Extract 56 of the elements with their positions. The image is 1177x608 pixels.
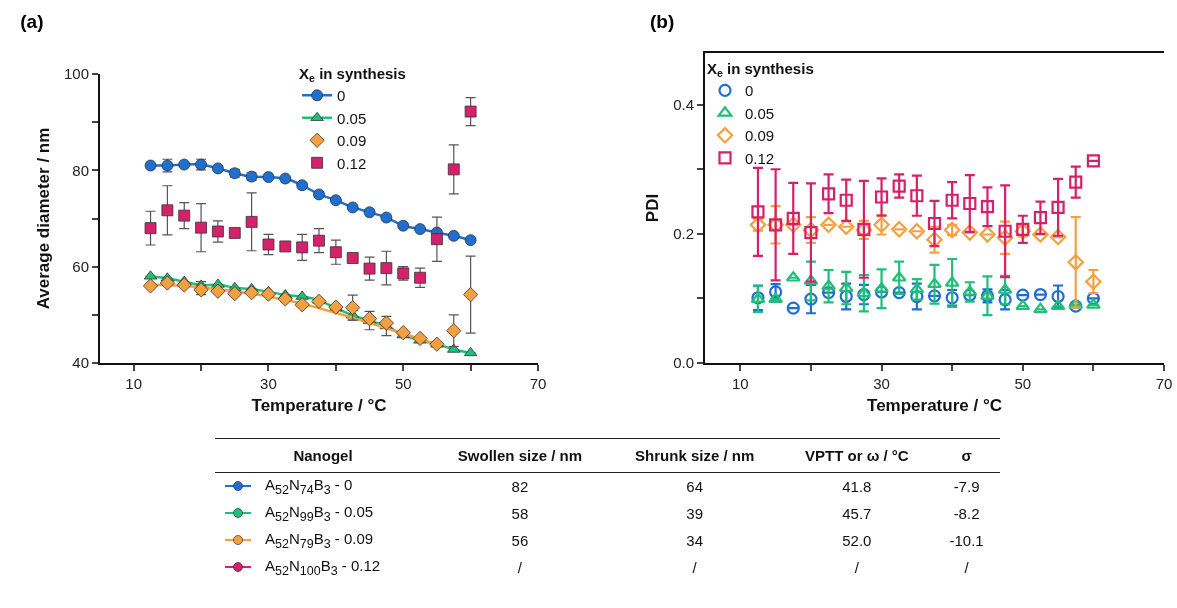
x-tick-label: 30 (873, 375, 890, 392)
y-tick-label: 0.0 (673, 354, 694, 372)
x-tick-label: 10 (125, 375, 143, 392)
y-tick-label: 60 (72, 257, 89, 275)
legend-label: 0.05 (337, 109, 367, 127)
text: σ (933, 438, 1000, 473)
text: Nanogel (215, 438, 431, 473)
text: Shrunk size / nm (608, 438, 781, 473)
data-label: 45.7 (841, 504, 873, 524)
legend-label: 0 (745, 82, 754, 100)
legend-label: 0.09 (745, 127, 775, 145)
legend-label: 0 (337, 87, 346, 105)
y-tick-label: 100 (63, 65, 89, 83)
x-tick-label: 50 (394, 375, 412, 392)
x-tick-label: 10 (731, 375, 749, 392)
x-axis-title: Temperature / °C (867, 395, 1002, 415)
data-label: 52.0 (841, 531, 873, 551)
x-tick-label: 70 (1155, 375, 1173, 392)
y-tick-label: 0.2 (673, 225, 694, 243)
text: Swollen size / nm (431, 438, 609, 473)
data-label: -8.2 (952, 504, 981, 524)
data-label: / (853, 558, 860, 578)
y-axis-title: PDI (643, 193, 663, 223)
y-axis-title: Average diameter / nm (34, 127, 54, 310)
data-label: / (516, 558, 523, 578)
legend-label: 0.05 (745, 104, 775, 122)
x-tick-label: 30 (260, 375, 277, 392)
category-label: A$_{52}$N$_{74}$B$_{3}$ - 0 (265, 476, 353, 497)
y-tick-label: 0.4 (673, 95, 694, 113)
x-tick-label: 50 (1014, 375, 1032, 392)
chart-title: (a) (20, 10, 44, 32)
data-label: 82 (510, 477, 530, 497)
data-label: / (963, 558, 970, 578)
x-axis-title: Temperature / °C (251, 395, 387, 415)
data-label: 39 (685, 504, 705, 524)
category-label: A$_{52}$N$_{100}$B$_{3}$ - 0.12 (265, 557, 381, 578)
data-label: 41.8 (841, 477, 873, 497)
data-label: / (691, 558, 698, 578)
y-tick-label: 80 (72, 161, 89, 179)
category-label: A$_{52}$N$_{99}$B$_{3}$ - 0.05 (265, 503, 374, 524)
legend-title: X$_{e}$ in synthesis (299, 65, 406, 85)
legend-label: 0.12 (745, 149, 775, 167)
y-tick-label: 40 (72, 354, 89, 372)
legend-label: 0.12 (337, 154, 367, 172)
x-tick-label: 70 (529, 375, 547, 392)
data-label: -10.1 (948, 531, 985, 551)
data-label: 56 (510, 531, 530, 551)
data-label: 58 (510, 504, 530, 524)
data-label: 64 (685, 477, 705, 497)
data-label: -7.9 (952, 477, 981, 497)
category-label: A$_{52}$N$_{79}$B$_{3}$ - 0.09 (265, 530, 374, 551)
chart-title: (b) (650, 10, 675, 32)
legend-label: 0.09 (337, 132, 367, 150)
legend-title: X$_{e}$ in synthesis (707, 60, 814, 80)
text: VPTT or ω / °C (780, 438, 934, 473)
data-label: 34 (685, 531, 705, 551)
